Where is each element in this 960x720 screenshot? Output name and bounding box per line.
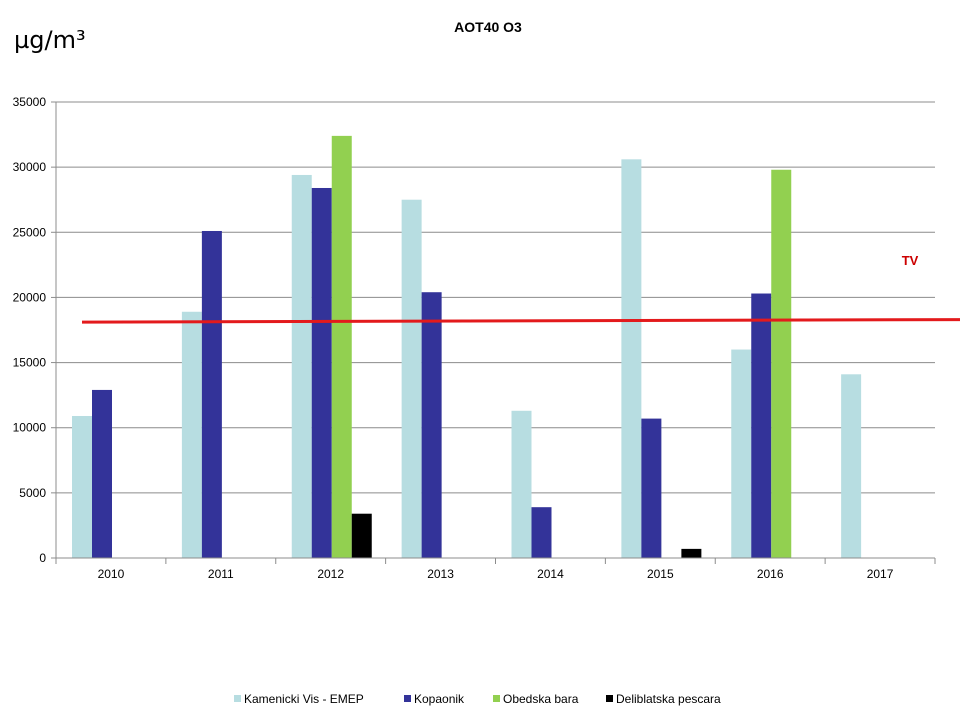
x-tick-label: 2017: [867, 567, 894, 581]
tick-labels: 0 5000 10000 15000 20000 25000 30000 35000 2010 2…: [13, 95, 894, 581]
legend-label: Kamenicki Vis - EMEP: [244, 692, 364, 706]
bar: [351, 513, 372, 558]
legend-swatch: [234, 695, 241, 702]
legend-label: Deliblatska pescara: [616, 692, 721, 706]
unit-label-group: µg/m³: [14, 26, 86, 54]
bar: [751, 293, 772, 558]
legend-swatch: [404, 695, 411, 702]
y-tick-label: 20000: [13, 290, 47, 304]
axes: [55, 102, 936, 564]
x-tick-label: 2016: [757, 567, 784, 581]
y-tick-label: 30000: [13, 160, 47, 174]
legend-swatch: [493, 695, 500, 702]
bar: [401, 199, 422, 558]
tv-label: TV: [902, 253, 919, 268]
bar: [201, 230, 222, 559]
bar: [731, 349, 752, 558]
chart-title: AOT40 O3: [454, 19, 522, 35]
bar: [841, 374, 862, 558]
bar: [681, 548, 702, 558]
x-tick-label: 2010: [98, 567, 125, 581]
x-tick-label: 2012: [317, 567, 344, 581]
tv-line: [81, 318, 960, 324]
y-tick-label: 5000: [19, 486, 46, 500]
bar: [72, 415, 92, 558]
x-tick-label: 2013: [427, 567, 454, 581]
legend-label: Obedska bara: [503, 692, 579, 706]
bar: [621, 159, 642, 558]
legend-swatch: [606, 695, 613, 702]
x-tick-label: 2014: [537, 567, 564, 581]
y-tick-label: 0: [39, 551, 46, 565]
bar: [531, 507, 552, 558]
bar: [771, 169, 792, 558]
bar: [181, 311, 202, 558]
y-tick-label: 15000: [13, 356, 47, 370]
bar: [92, 389, 112, 558]
target-value-line: TV: [81, 253, 960, 324]
legend: Kamenicki Vis - EMEP Kopaonik Obedska bara…: [234, 692, 721, 706]
x-tick-label: 2011: [208, 567, 234, 581]
bar: [291, 174, 312, 558]
y-tick-label: 10000: [13, 421, 47, 435]
bar: [511, 410, 532, 558]
y-tick-label: 35000: [13, 95, 47, 109]
bar: [421, 292, 442, 558]
bar: [311, 187, 332, 558]
unit-label: µg/m³: [14, 26, 86, 54]
bars: [72, 135, 862, 559]
bar: [641, 418, 662, 558]
legend-label: Kopaonik: [414, 692, 465, 706]
bar: [331, 135, 352, 559]
x-tick-label: 2015: [647, 567, 674, 581]
y-tick-label: 25000: [13, 225, 47, 239]
